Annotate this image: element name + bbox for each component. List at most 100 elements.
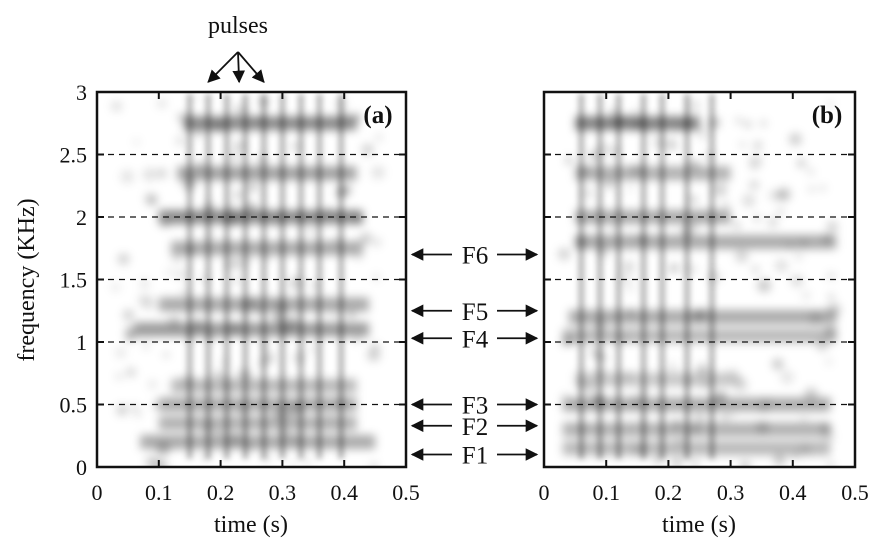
spectrogram-band [562,328,837,343]
spectrogram-texture [367,348,381,362]
spectrogram-texture [142,167,157,182]
spectrogram-texture [631,163,644,177]
formant-marker-f2: F2 [410,414,539,441]
spectrogram-texture [115,373,123,381]
spectrogram-texture [195,160,206,171]
pulse-arrow [237,51,265,83]
spectrogram-texture [738,140,747,149]
pulse-column [615,94,622,459]
spectrogram-texture [794,252,803,262]
panel-a-y-ticks: 0 0.5 1 1.5 2 2.5 3 [60,80,406,480]
formant-marker-f5: F5 [410,299,539,326]
spectrogram-texture [693,411,707,425]
spectrogram-band [140,435,376,449]
spectrogram-texture [626,185,634,193]
formant-label: F4 [462,326,489,353]
spectrogram-texture [371,165,385,180]
spectrogram-texture [777,208,784,216]
spectrogram-texture [145,456,158,467]
pulse-column [223,94,230,459]
pulse-column [297,94,304,459]
spectrogram-texture [760,397,773,410]
spectrogram-texture [822,234,833,245]
y-axis-label: frequency (KHz) [14,198,40,361]
pulses-label: pulses [208,13,268,39]
formant-marker-f1: F1 [410,443,539,470]
pulse-column [684,94,691,459]
panel-b-x-ticks: 0 0.1 0.2 0.3 0.4 0.5 [539,92,869,505]
pulse-column [205,94,212,459]
pulse-arrow [232,51,246,84]
spectrogram-texture [116,404,129,416]
spectrogram-texture [192,95,199,102]
spectrogram-texture [671,457,683,467]
spectrogram-texture [306,227,315,236]
spectrogram-texture [213,428,224,439]
y-tick-label: 2.5 [60,143,88,168]
spectrogram-texture [346,309,356,319]
spectrogram-texture [777,192,784,199]
panel-a-x-ticks: 0 0.1 0.2 0.3 0.4 0.5 [92,92,420,505]
spectrogram-texture [780,370,794,385]
spectrogram-texture [147,379,158,390]
spectrogram-texture [255,115,263,123]
pulses-annotation: pulses [207,13,268,84]
spectrogram-texture [826,221,838,233]
spectrogram-texture [676,438,684,446]
pulse-column [242,94,249,459]
spectrogram-texture [372,238,382,247]
spectrogram-texture [190,317,205,332]
panel-a: 0 0.5 1 1.5 2 2.5 3 0 0.1 0.2 0.3 0.4 0.5 (a) time … [14,80,420,538]
spectrogram-texture [352,112,362,122]
panel-a-grid [97,153,406,406]
x-tick-label: 0.1 [592,480,620,505]
panel-b-bands [557,99,841,467]
spectrogram-texture [807,168,814,175]
spectrogram-texture [774,259,789,273]
spectrogram-texture [601,242,609,250]
spectrogram-texture [156,168,168,179]
spectrogram-texture [165,268,175,277]
spectrogram-texture [824,325,837,338]
spectrogram-texture [676,123,684,132]
spectrogram-texture [819,184,827,192]
y-tick-label: 2 [76,205,87,230]
spectrogram-texture [122,309,135,321]
spectrogram-texture [801,291,811,300]
x-tick-label: 0.3 [269,480,297,505]
y-tick-label: 3 [76,80,87,105]
spectrogram-texture [714,390,727,403]
spectrogram-texture [309,345,316,353]
spectrogram-texture [768,189,780,202]
spectrogram-texture [733,221,741,230]
spectrogram-texture [800,239,808,247]
spectrogram-texture [691,310,702,321]
spectrogram-band [177,166,357,181]
spectrogram-texture [790,274,804,287]
spectrogram-texture [117,253,130,265]
spectrogram-texture [168,316,180,328]
spectrogram-texture [757,278,772,293]
spectrogram-texture [289,433,300,444]
panel-b: 0 0.1 0.2 0.3 0.4 0.5 (b) time (s) [539,90,869,538]
y-tick-label: 1.5 [60,268,88,293]
spectrogram-texture [603,177,616,190]
y-tick-label: 0.5 [60,393,88,418]
spectrogram-texture [557,247,571,261]
spectrogram-texture [125,332,134,342]
spectrogram-texture [665,138,678,151]
spectrogram-texture [720,200,731,212]
formant-label: F6 [462,243,488,270]
x-tick-label: 0.2 [655,480,683,505]
formant-marker-f3: F3 [410,393,539,420]
spectrogram-band [562,441,831,456]
spectrogram-texture [686,99,701,113]
spectrogram-texture [668,264,678,274]
spectrogram-texture [590,382,598,390]
spectrogram-texture [245,296,259,310]
spectrogram-texture [789,132,802,146]
spectrogram-texture [826,271,836,281]
spectrogram-texture [176,113,185,122]
spectrogram-texture [826,100,835,109]
